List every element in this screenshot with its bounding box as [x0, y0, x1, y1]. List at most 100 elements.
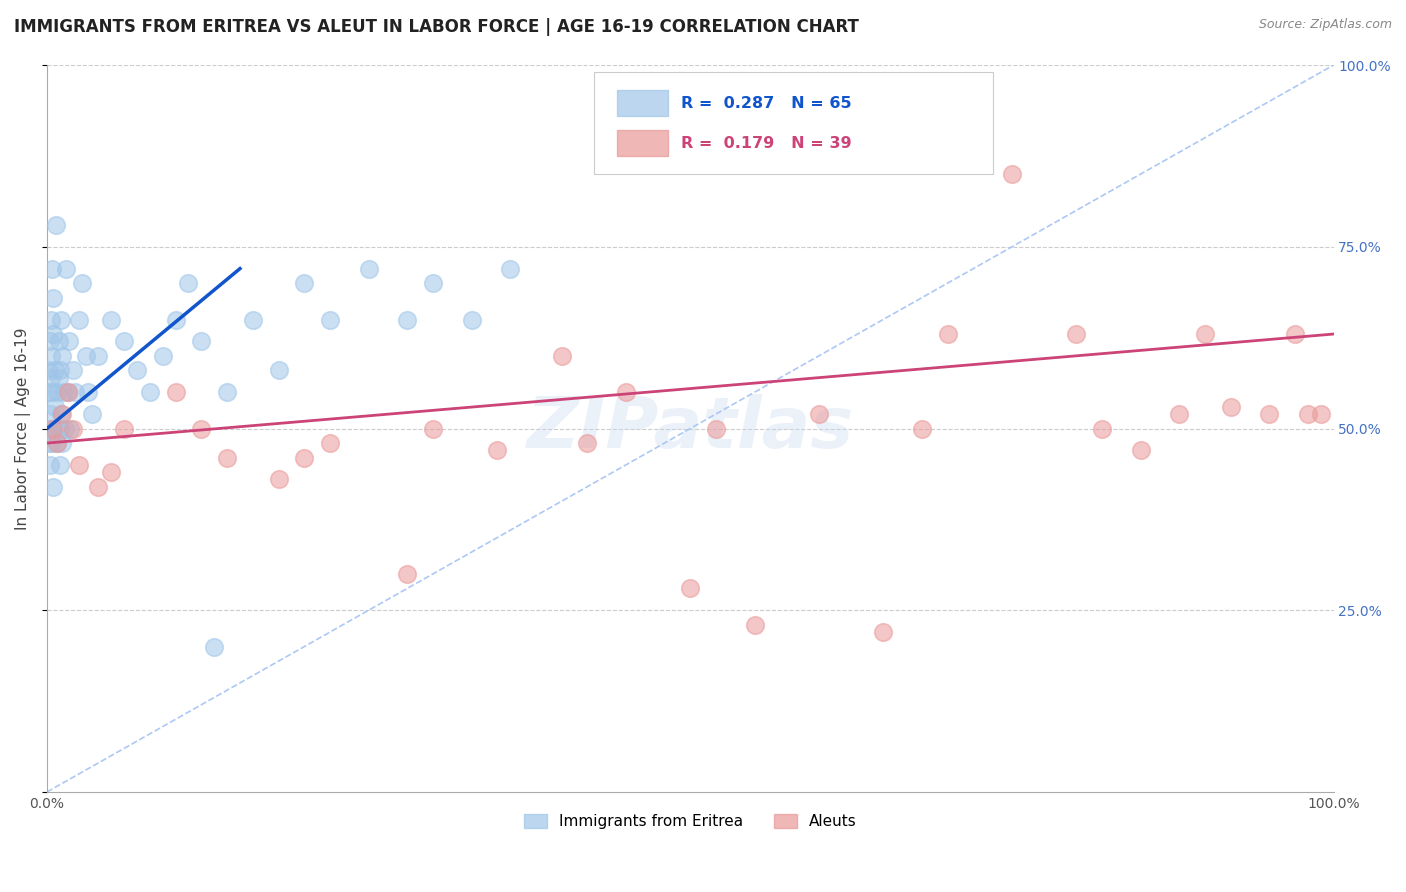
Point — [679, 582, 702, 596]
Point — [112, 334, 135, 349]
Point — [49, 363, 72, 377]
Point — [744, 617, 766, 632]
Point — [51, 349, 73, 363]
Point — [576, 436, 599, 450]
Point — [53, 421, 76, 435]
FancyBboxPatch shape — [617, 130, 668, 156]
Point — [217, 385, 239, 400]
Point — [486, 443, 509, 458]
Point — [39, 370, 62, 384]
Point — [59, 421, 82, 435]
Point — [38, 407, 60, 421]
Point — [242, 312, 264, 326]
Point — [62, 421, 84, 435]
Point — [139, 385, 162, 400]
Point — [38, 436, 60, 450]
Point — [39, 421, 62, 435]
Point — [75, 349, 97, 363]
Point — [499, 261, 522, 276]
Point — [1309, 407, 1331, 421]
Point — [911, 421, 934, 435]
Point — [1129, 443, 1152, 458]
Point — [936, 326, 959, 341]
Text: ZIPatlas: ZIPatlas — [527, 394, 853, 463]
Point — [62, 363, 84, 377]
Point — [165, 385, 187, 400]
Point — [44, 400, 66, 414]
Point — [614, 385, 637, 400]
Point — [319, 312, 342, 326]
FancyBboxPatch shape — [617, 90, 668, 116]
Point — [80, 407, 103, 421]
Point — [37, 385, 59, 400]
Point — [55, 261, 77, 276]
Point — [1194, 326, 1216, 341]
Point — [38, 458, 60, 472]
Point — [152, 349, 174, 363]
Point — [37, 421, 59, 435]
Point — [45, 421, 67, 435]
Point — [1219, 400, 1241, 414]
Point — [39, 349, 62, 363]
Point — [267, 472, 290, 486]
Point — [422, 276, 444, 290]
Point — [87, 349, 110, 363]
Point — [125, 363, 148, 377]
Point — [41, 261, 63, 276]
Point — [1296, 407, 1319, 421]
Point — [44, 363, 66, 377]
Point — [1284, 326, 1306, 341]
Point — [1168, 407, 1191, 421]
Point — [1064, 326, 1087, 341]
Point — [51, 436, 73, 450]
Text: R =  0.287   N = 65: R = 0.287 N = 65 — [682, 95, 852, 111]
Text: R =  0.179   N = 39: R = 0.179 N = 39 — [682, 136, 852, 151]
Point — [396, 566, 419, 581]
Legend: Immigrants from Eritrea, Aleuts: Immigrants from Eritrea, Aleuts — [517, 808, 863, 835]
Point — [46, 385, 69, 400]
Point — [42, 291, 65, 305]
Point — [1001, 167, 1024, 181]
Point — [49, 407, 72, 421]
Point — [56, 385, 79, 400]
Point — [45, 218, 67, 232]
Point — [49, 312, 72, 326]
Point — [67, 312, 90, 326]
Y-axis label: In Labor Force | Age 16-19: In Labor Force | Age 16-19 — [15, 327, 31, 530]
Point — [357, 261, 380, 276]
Point — [422, 421, 444, 435]
Point — [177, 276, 200, 290]
Point — [70, 276, 93, 290]
Point — [42, 326, 65, 341]
Point — [217, 450, 239, 465]
Point — [42, 480, 65, 494]
Point — [48, 370, 70, 384]
Point — [67, 458, 90, 472]
Point — [319, 436, 342, 450]
Point — [42, 421, 65, 435]
Point — [704, 421, 727, 435]
Point — [292, 276, 315, 290]
Point — [51, 407, 73, 421]
Point — [202, 640, 225, 654]
Point — [550, 349, 572, 363]
Point — [48, 334, 70, 349]
Point — [267, 363, 290, 377]
Point — [52, 385, 75, 400]
Point — [77, 385, 100, 400]
Point — [396, 312, 419, 326]
Point — [460, 312, 482, 326]
Point — [807, 407, 830, 421]
Point — [38, 334, 60, 349]
Point — [872, 625, 894, 640]
Text: IMMIGRANTS FROM ERITREA VS ALEUT IN LABOR FORCE | AGE 16-19 CORRELATION CHART: IMMIGRANTS FROM ERITREA VS ALEUT IN LABO… — [14, 18, 859, 36]
Text: Source: ZipAtlas.com: Source: ZipAtlas.com — [1258, 18, 1392, 31]
Point — [46, 436, 69, 450]
Point — [41, 436, 63, 450]
Point — [65, 385, 87, 400]
Point — [112, 421, 135, 435]
Point — [37, 363, 59, 377]
Point — [190, 421, 212, 435]
Point — [49, 421, 72, 435]
Point — [292, 450, 315, 465]
